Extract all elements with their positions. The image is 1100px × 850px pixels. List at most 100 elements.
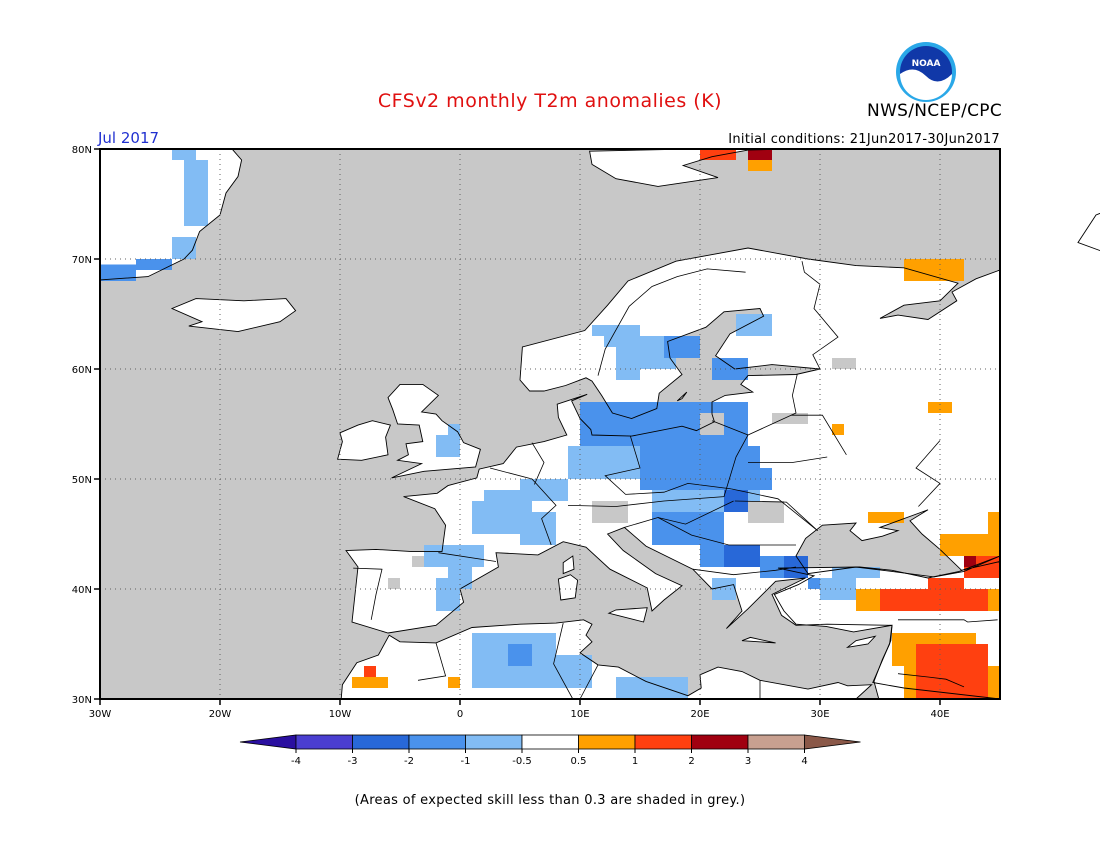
country-border (801, 261, 839, 370)
anomaly-cell (880, 589, 988, 611)
country-border (731, 488, 818, 532)
anomaly-cell (724, 545, 760, 567)
country-border (657, 517, 796, 546)
country-border (692, 566, 797, 576)
country-border (915, 440, 941, 507)
anomaly-cell (928, 578, 964, 589)
landmass-sicily-outline (607, 607, 648, 623)
anomaly-cell (184, 182, 208, 226)
anomaly-cell (448, 677, 460, 688)
lat-tick-label: 50N (72, 475, 92, 486)
anomaly-cell (436, 435, 460, 457)
lat-tick-label: 30N (72, 695, 92, 706)
anomaly-cell (424, 545, 484, 567)
lat-tick-label: 40N (72, 585, 92, 596)
anomaly-cell (748, 501, 784, 523)
colorbar-box (521, 734, 579, 750)
colorbar-box (295, 734, 353, 750)
landmass-anatolia-mideast-outline (773, 555, 1001, 700)
colorbar-tick-label: 1 (632, 756, 638, 767)
anomaly-cell (772, 413, 808, 424)
country-border (579, 664, 599, 700)
anomaly-cell (988, 512, 1000, 534)
noaa-logo-text: NOAA (912, 59, 941, 69)
anomaly-cell (736, 314, 772, 336)
map-frame (99, 148, 1001, 700)
colorbar-arrow-low (239, 734, 297, 750)
anomaly-cell (364, 666, 376, 677)
colorbar-box (408, 734, 466, 750)
colorbar-tick-label: 4 (801, 756, 807, 767)
anomaly-cell (508, 644, 532, 666)
landmass-ireland-outline (337, 420, 392, 461)
colorbar-box (578, 734, 636, 750)
colorbar-tick-label: 2 (688, 756, 694, 767)
anomaly-cell (832, 358, 856, 369)
lon-tick-label: 30E (810, 709, 829, 720)
anomaly-cell (172, 149, 196, 160)
anomaly-cell (448, 567, 472, 589)
anomaly-cell (832, 567, 880, 578)
country-border (748, 456, 828, 463)
anomaly-cell (592, 325, 628, 336)
anomaly-cell (172, 237, 196, 259)
landmass-gotland-outline (676, 391, 688, 402)
map-title: CFSv2 monthly T2m anomalies (K) (377, 90, 723, 112)
anomaly-cell (904, 259, 964, 281)
landmass-sardinia-outline (557, 574, 579, 601)
lon-tick-label: 20E (690, 709, 709, 720)
anomaly-cell (412, 556, 424, 567)
anomaly-cell (520, 512, 556, 545)
colorbar-boxes (239, 734, 861, 750)
anomaly-cell (736, 226, 772, 248)
noaa-logo: NOAA (896, 42, 956, 102)
anomaly-cell (484, 490, 532, 512)
country-border (597, 268, 746, 376)
lon-tick-label: 10E (570, 709, 589, 720)
country-border (489, 467, 557, 546)
anomaly-cell (964, 556, 976, 567)
country-border (353, 567, 383, 620)
lon-tick-label: 20W (209, 709, 232, 720)
country-border (531, 442, 545, 485)
anomaly-cell (748, 149, 772, 160)
anomaly-cell (700, 149, 736, 160)
landmass-sicily (608, 607, 648, 622)
landmass-ireland (337, 420, 391, 461)
axis-ticks: 80N 70N 60N 50N 40N 30N 30W 20W 10W 0 10E 20E 30E 40E (72, 145, 950, 720)
anomaly-cell (616, 446, 760, 468)
skill-footnote: (Areas of expected skill less than 0.3 a… (354, 793, 746, 808)
colorbar-box (691, 734, 749, 750)
colorbar-tick-label: -0.5 (512, 756, 532, 767)
anomaly-cell (820, 578, 856, 600)
colorbar-tick-label: -4 (291, 756, 301, 767)
lon-tick-label: 10W (329, 709, 352, 720)
anomaly-cell (388, 578, 400, 589)
landmass-sardinia (558, 574, 578, 600)
country-border (417, 642, 447, 681)
landmass-iceland-outline (170, 298, 297, 333)
lon-tick-label: 0 (457, 709, 463, 720)
country-border (897, 673, 965, 688)
anomaly-cells (100, 149, 1000, 699)
anomaly-cell (184, 160, 208, 182)
country-border (438, 552, 497, 562)
lon-tick-label: 30W (89, 709, 112, 720)
anomaly-cell (664, 336, 700, 358)
colorbar-arrow-high (804, 734, 861, 750)
agency-label: NWS/NCEP/CPC (867, 101, 1002, 121)
colorbar-tick-label: -2 (404, 756, 414, 767)
landmass-corsica (563, 556, 574, 574)
country-border (898, 619, 998, 623)
anomaly-cell (700, 413, 724, 435)
lat-tick-label: 70N (72, 255, 92, 266)
landmass-africa-outline (340, 619, 880, 700)
anomaly-cell (136, 259, 172, 270)
anomaly-cell (868, 512, 904, 523)
landmass-iceland (172, 298, 296, 332)
anomaly-cell (916, 644, 988, 699)
colorbar-box (634, 734, 692, 750)
colorbar-labels: -4 -3 -2 -1 -0.5 0.5 1 2 3 4 (291, 749, 808, 767)
colorbar-tick-label: 3 (745, 756, 751, 767)
country-border (734, 500, 818, 531)
